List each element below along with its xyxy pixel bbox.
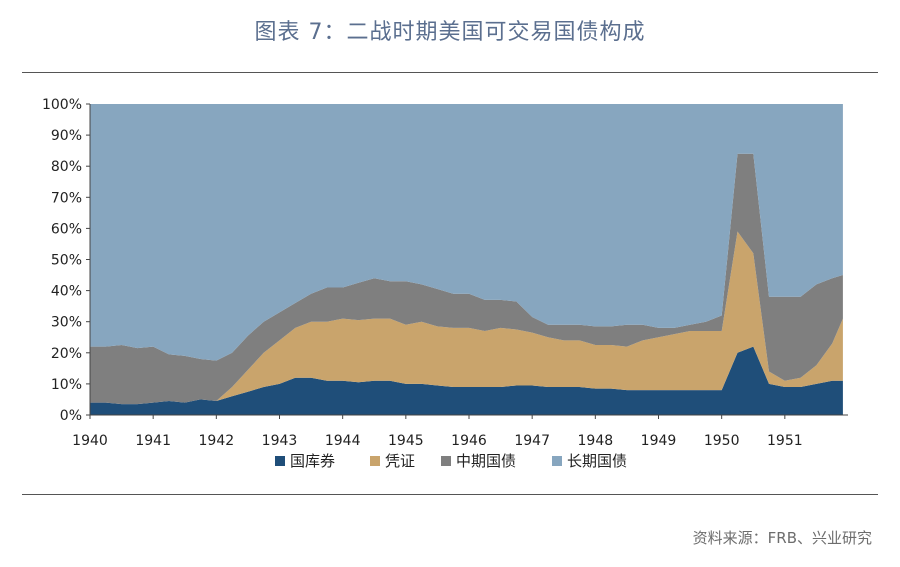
x-tick-label: 1945 [388, 433, 424, 449]
chart-title: 图表 7：二战时期美国可交易国债构成 [254, 20, 646, 45]
y-tick-label: 60% [51, 221, 82, 237]
x-tick-label: 1943 [262, 433, 298, 449]
x-tick-label: 1944 [325, 433, 361, 449]
legend-label: 中期国债 [456, 452, 516, 470]
y-tick-label: 10% [51, 377, 82, 393]
x-tick-label: 1948 [578, 433, 614, 449]
y-tick-label: 20% [51, 346, 82, 362]
x-tick-label: 1946 [451, 433, 487, 449]
legend: 国库券 凭证 中期国债 长期国债 [275, 452, 627, 470]
top-divider [22, 72, 878, 73]
area-series-1 [90, 346, 843, 415]
legend-swatch [552, 456, 562, 466]
source-note: 资料来源：FRB、兴业研究 [692, 529, 872, 547]
legend-label: 凭证 [385, 452, 415, 470]
x-tick-label: 1942 [199, 433, 235, 449]
x-tick-label: 1941 [135, 433, 171, 449]
y-tick-label: 70% [51, 190, 82, 206]
y-tick-label: 100% [42, 97, 82, 113]
y-tick-label: 80% [51, 159, 82, 175]
area-series-3 [90, 153, 843, 405]
x-tick-label: 1951 [767, 433, 803, 449]
x-tick-label: 1940 [72, 433, 108, 449]
legend-swatch [441, 456, 451, 466]
y-tick-label: 0% [60, 408, 82, 424]
x-tick-label: 1949 [641, 433, 677, 449]
x-tick-label: 1947 [514, 433, 550, 449]
legend-swatch [370, 456, 380, 466]
x-tick-label: 1950 [704, 433, 740, 449]
y-tick-label: 50% [51, 253, 82, 269]
axes: 0% 10% 20% 30% 40% 50% 60% 70% 80% 90% 100% 1940 194… [42, 97, 848, 449]
y-tick-label: 30% [51, 315, 82, 331]
legend-label: 长期国债 [567, 452, 627, 470]
legend-label: 国库券 [290, 452, 335, 470]
bottom-divider [22, 494, 878, 495]
plot-area [90, 104, 843, 415]
legend-swatch [275, 456, 285, 466]
y-tick-label: 40% [51, 284, 82, 300]
area-series-2 [90, 231, 843, 405]
y-tick-label: 90% [51, 128, 82, 144]
area-series-4 [90, 104, 843, 361]
